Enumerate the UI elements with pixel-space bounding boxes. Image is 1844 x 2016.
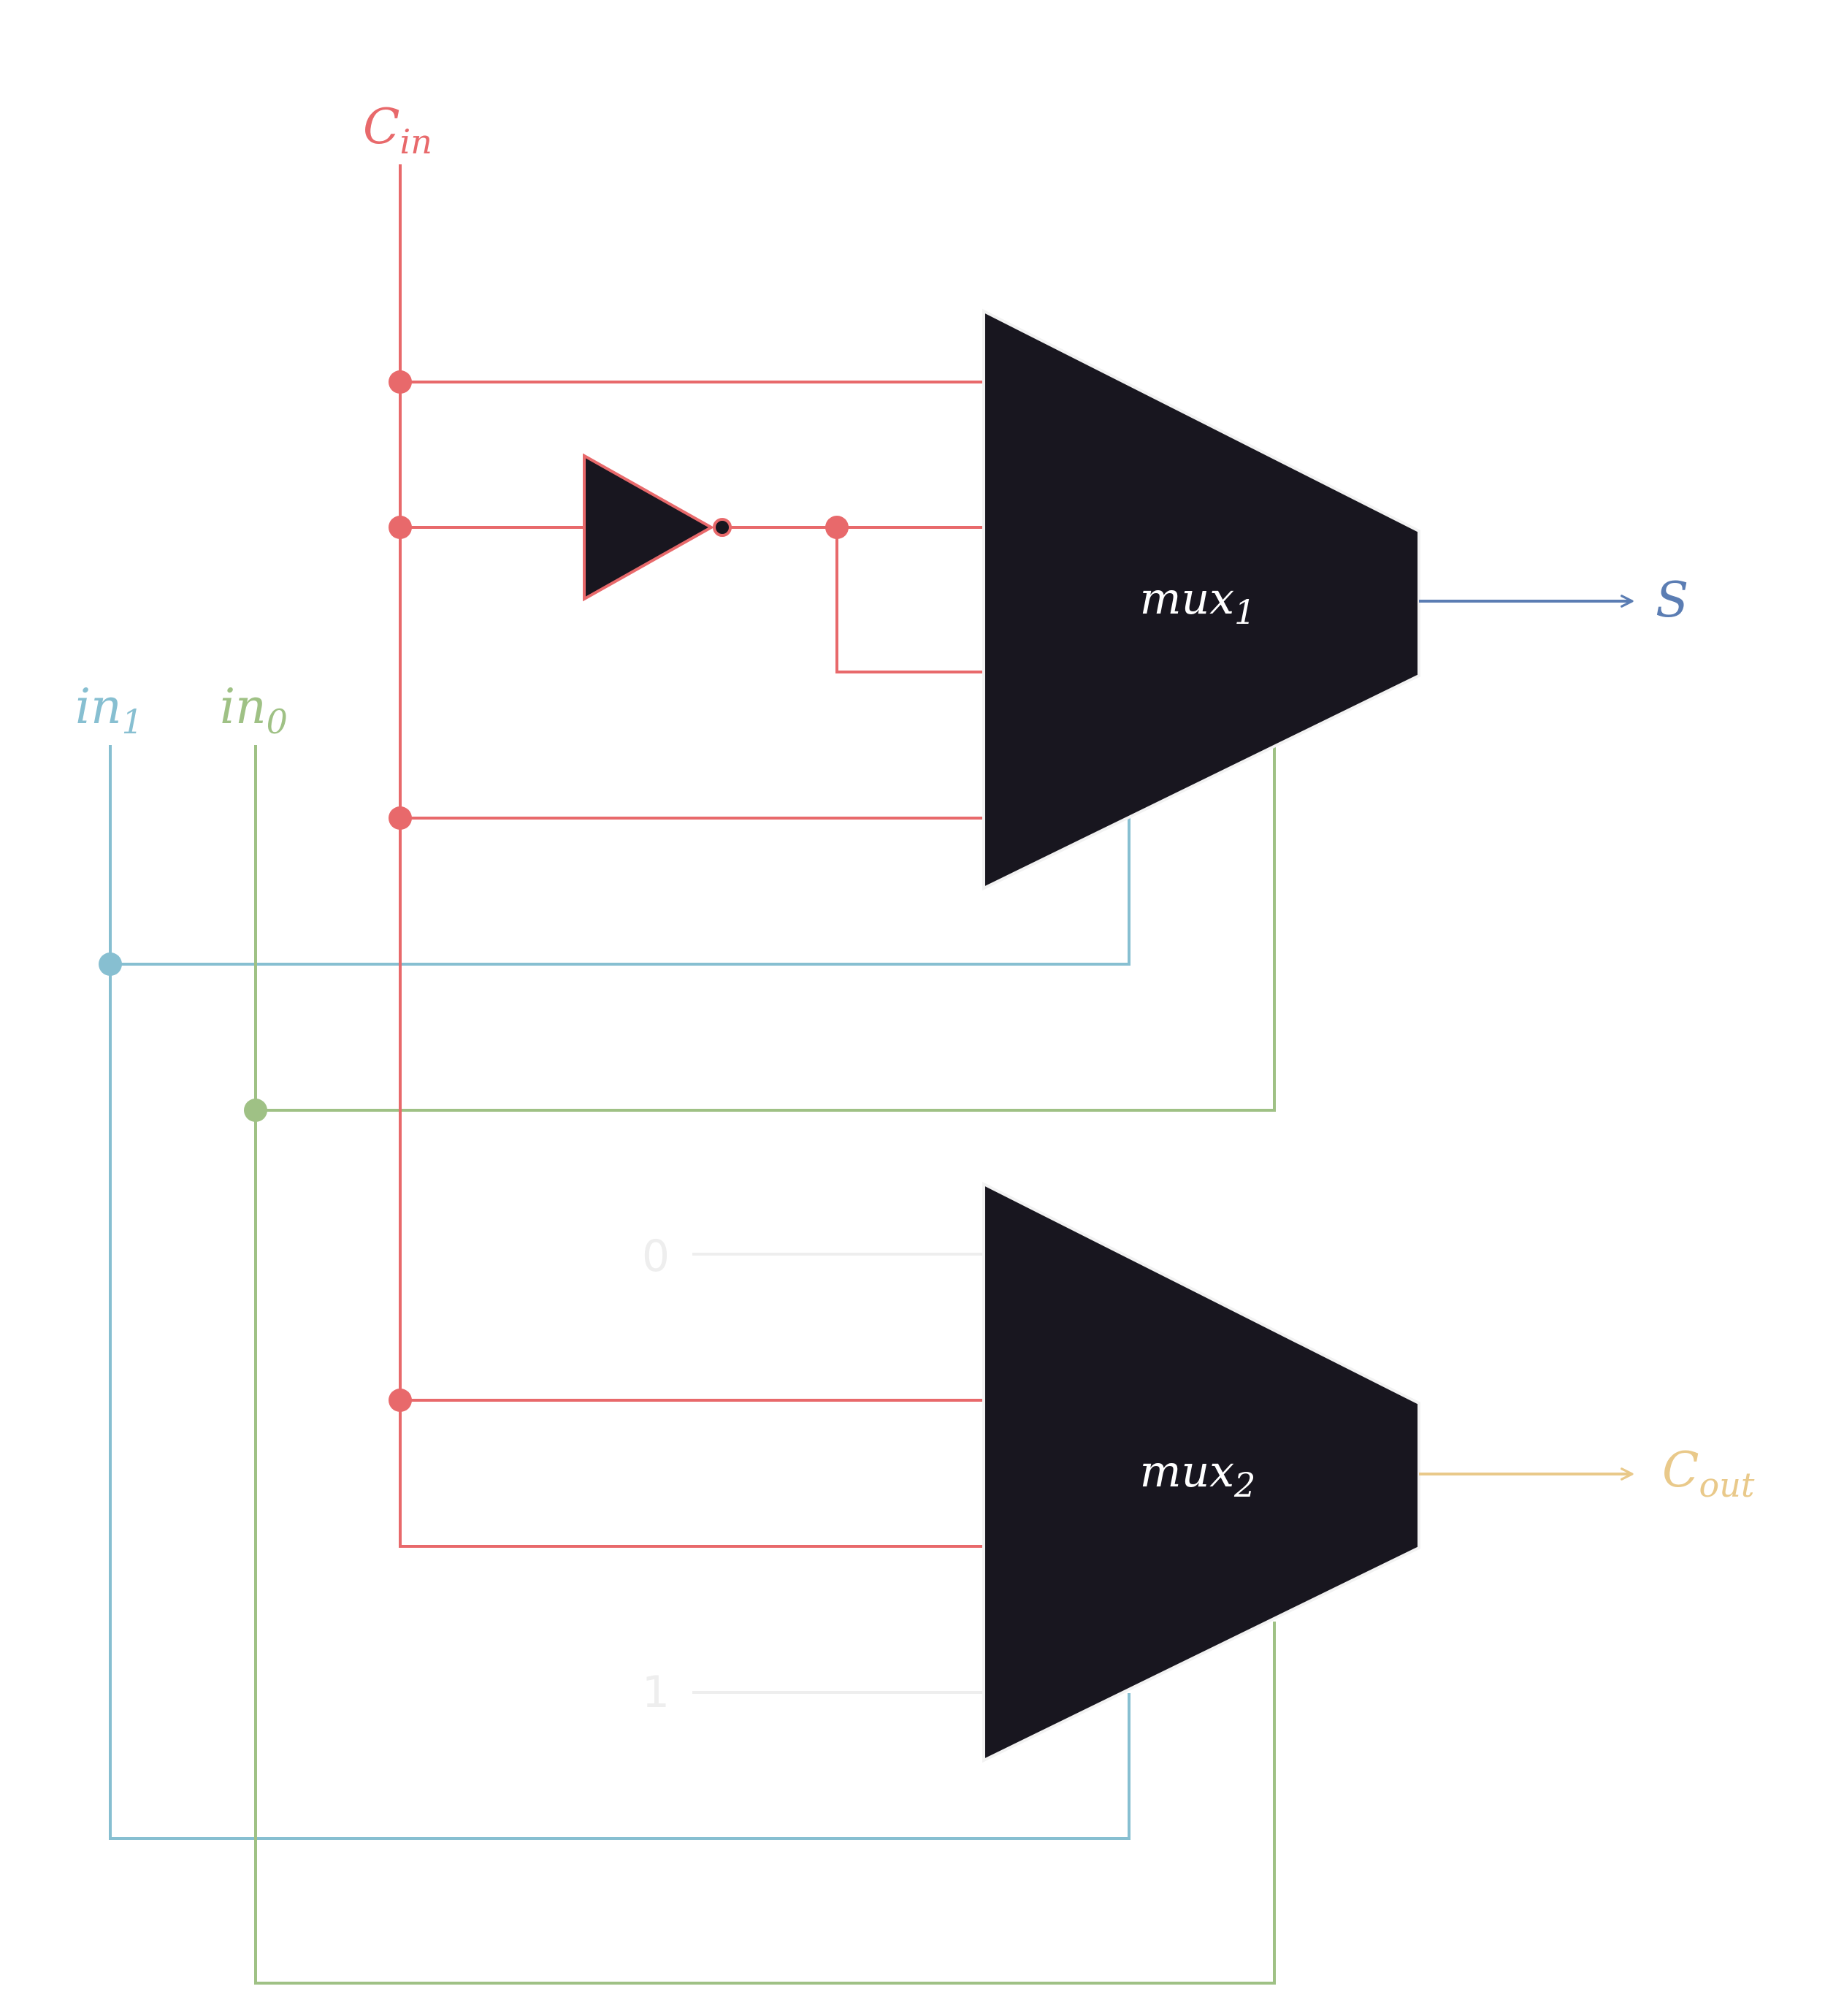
junction-dot-icon [389, 1389, 412, 1412]
not-cin-to-mux1-in2-wire [835, 527, 984, 673]
junctions [99, 370, 849, 1412]
in1-main-wire [109, 745, 1130, 1840]
s-label: S [1656, 572, 1688, 628]
in1-label: in1 [75, 679, 143, 741]
in1-wires [109, 745, 1130, 1840]
mux1: mux1 [982, 308, 1420, 891]
cin-main-wire [399, 164, 984, 1548]
not-gate-bubble [713, 518, 732, 537]
junction-dot-icon [825, 516, 849, 539]
in1-to-mux1-wire [110, 816, 1130, 966]
in0-wires [254, 745, 1276, 1985]
const-zero-label: 0 [642, 1231, 670, 1282]
in0-main-wire [254, 745, 1276, 1985]
junction-dot-icon [244, 1099, 267, 1122]
cout-label: Cout [1662, 1442, 1755, 1505]
in0-label: in0 [220, 679, 288, 741]
not-gate-icon [583, 453, 715, 602]
const-one-label: 1 [642, 1667, 670, 1718]
cin-wires [399, 164, 984, 1548]
junction-dot-icon [389, 370, 412, 394]
mux2-body [982, 1181, 1420, 1763]
constant-inputs: 0 1 [642, 1231, 984, 1718]
in0-to-mux1-wire [256, 745, 1276, 1112]
mux1-label: mux1 [1140, 573, 1256, 632]
cin-label: Cin [363, 99, 432, 161]
junction-dot-icon [389, 806, 412, 830]
not-gate [583, 453, 732, 602]
junction-dot-icon [99, 952, 122, 976]
mux2-label: mux2 [1140, 1446, 1256, 1505]
mux2: mux2 [982, 1181, 1420, 1763]
mux1-body [982, 308, 1420, 891]
junction-dot-icon [389, 516, 412, 539]
